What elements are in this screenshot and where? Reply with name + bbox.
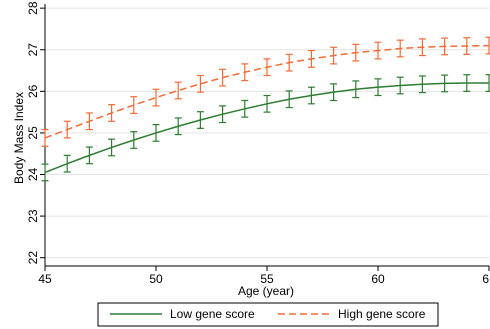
series-layer: [41, 36, 490, 182]
y-tick-label-27: 27: [26, 43, 40, 57]
x-tick-label-50: 50: [149, 272, 163, 286]
y-tick-label-28: 28: [26, 1, 40, 15]
y-tick-label-25: 25: [26, 126, 40, 140]
y-axis-label: Body Mass Index: [12, 92, 26, 184]
legend-label-low: Low gene score: [170, 307, 255, 321]
legend-label-high: High gene score: [338, 307, 426, 321]
y-tick-label-23: 23: [26, 209, 40, 223]
series-line-1: [44, 44, 490, 139]
y-tick-label-22: 22: [26, 251, 40, 265]
series-line-0: [44, 82, 489, 174]
x-tick-label-45: 45: [38, 272, 52, 286]
x-tick-label-60: 60: [371, 272, 385, 286]
gridlines: [45, 7, 489, 259]
series-1: [41, 36, 490, 147]
x-tick-label-65: 6: [482, 272, 489, 286]
y-tick-label-26: 26: [26, 84, 40, 98]
x-axis-label: Age (year): [238, 284, 294, 298]
legend-box: [97, 302, 439, 327]
y-tick-label-24: 24: [26, 168, 40, 182]
axes: 22 23 24 25 26 27 28 45 50 55 60 6: [26, 1, 490, 286]
series-0: [41, 74, 490, 182]
legend: Low gene score High gene score: [97, 302, 439, 327]
x-tick-label-55: 55: [260, 272, 274, 286]
